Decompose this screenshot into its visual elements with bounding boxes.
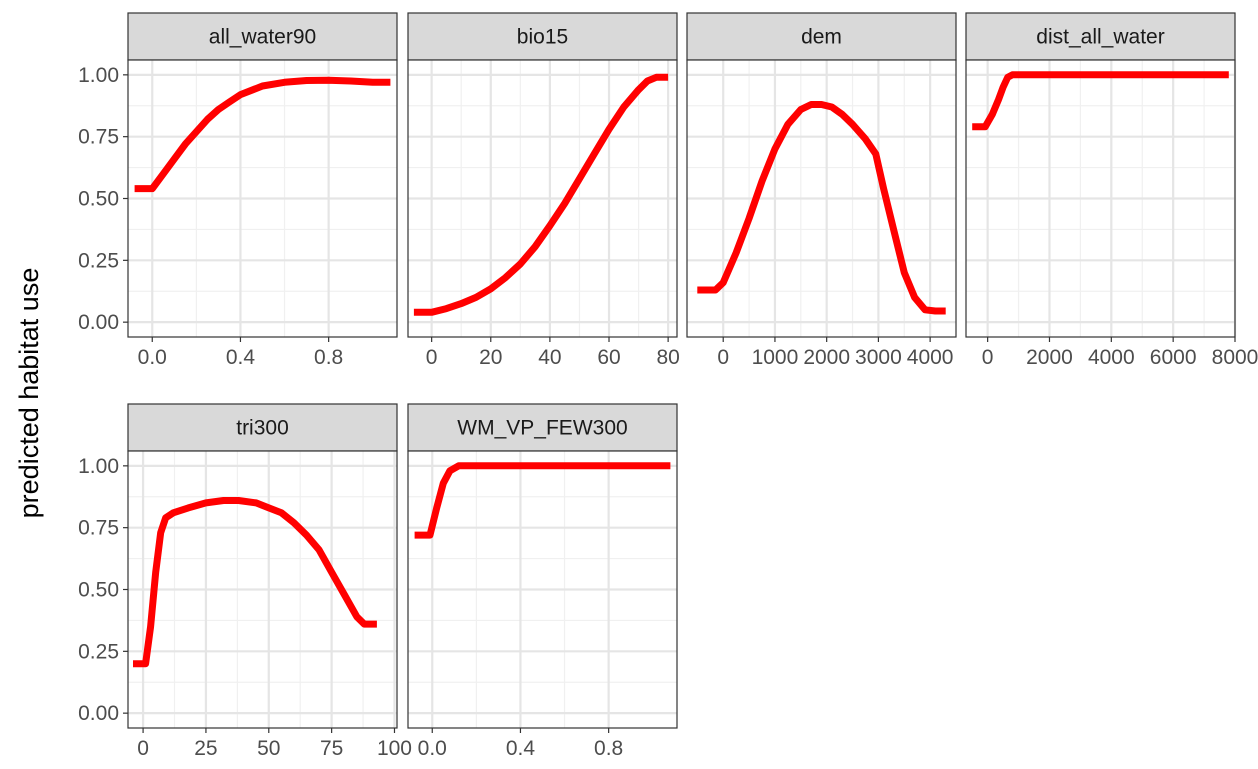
x-tick-label: 40 xyxy=(538,346,561,369)
y-tick-label: 0.75 xyxy=(78,517,119,540)
x-tick-label: 75 xyxy=(320,737,343,760)
y-tick-label: 0.75 xyxy=(78,126,119,149)
x-tick-label: 2000 xyxy=(803,346,850,369)
facet-strip-label: dist_all_water xyxy=(1036,26,1164,49)
x-tick-label: 4000 xyxy=(907,346,954,369)
x-tick-label: 3000 xyxy=(855,346,902,369)
y-tick-label: 0.00 xyxy=(78,702,119,725)
x-tick-label: 100 xyxy=(377,737,412,760)
panel-border xyxy=(686,59,957,338)
y-tick-label: 0.25 xyxy=(78,249,119,272)
x-tick-label: 0.0 xyxy=(138,346,167,369)
series-line xyxy=(972,71,1229,131)
x-tick-label: 0.8 xyxy=(314,346,343,369)
panel-border xyxy=(407,59,678,338)
series-line xyxy=(413,73,669,316)
facet-strip xyxy=(407,12,678,61)
x-tick-label: 80 xyxy=(656,346,679,369)
x-tick-label: 0 xyxy=(717,346,729,369)
facet-strip-label: bio15 xyxy=(517,26,568,49)
x-tick-label: 0.4 xyxy=(506,737,536,760)
y-axis-label: predicted habitat use xyxy=(14,268,44,519)
x-tick-label: 25 xyxy=(194,737,217,760)
facet-strip-label: all_water90 xyxy=(209,26,316,49)
panel-border xyxy=(965,59,1236,338)
x-tick-label: 4000 xyxy=(1088,346,1135,369)
facet-strip xyxy=(686,12,957,61)
x-tick-label: 0.0 xyxy=(418,737,447,760)
facet-strip-label: WM_VP_FEW300 xyxy=(457,417,627,440)
facet-panel: WM_VP_FEW300 0.0 0.4 0.8 xyxy=(407,403,678,760)
facet-panel: dist_all_water 0 2000 4000 6000 8000 xyxy=(965,12,1258,369)
facet-strip-label: tri300 xyxy=(236,417,289,440)
x-tick-label: 0 xyxy=(137,737,149,760)
series-line xyxy=(134,76,391,193)
facet-panel: bio15 0 20 40 60 80 xyxy=(407,12,680,369)
facet-panel: tri300 0 25 50 75 100 0.00 0.25 0.50 0.75 1.00 xyxy=(78,403,412,760)
x-tick-label: 0.4 xyxy=(226,346,256,369)
facet-strip xyxy=(407,403,678,452)
y-tick-label: 1.00 xyxy=(78,64,119,87)
series-line xyxy=(133,497,377,668)
y-tick-label: 1.00 xyxy=(78,455,119,478)
series-line xyxy=(414,462,671,539)
x-tick-label: 50 xyxy=(257,737,280,760)
x-tick-label: 8000 xyxy=(1212,346,1258,369)
x-tick-label: 0 xyxy=(982,346,994,369)
facet-panel: all_water90 0.0 0.4 0.8 0.00 0.25 0.50 0.75 1.00 xyxy=(78,12,398,369)
facet-strip-label: dem xyxy=(801,26,842,49)
series-line xyxy=(697,101,946,315)
y-tick-label: 0.50 xyxy=(78,188,119,211)
facet-strip xyxy=(965,12,1236,61)
facet-panel: dem 0 1000 2000 3000 4000 xyxy=(686,12,957,369)
facet-strip xyxy=(127,12,398,61)
x-tick-label: 1000 xyxy=(752,346,799,369)
x-tick-label: 0.8 xyxy=(594,737,623,760)
x-tick-label: 0 xyxy=(426,346,438,369)
y-tick-label: 0.00 xyxy=(78,311,119,334)
x-tick-label: 60 xyxy=(597,346,620,369)
x-tick-label: 2000 xyxy=(1026,346,1073,369)
y-tick-label: 0.25 xyxy=(78,640,119,663)
y-tick-label: 0.50 xyxy=(78,579,119,602)
x-tick-label: 20 xyxy=(479,346,502,369)
panel-border xyxy=(407,450,678,729)
x-tick-label: 6000 xyxy=(1150,346,1197,369)
